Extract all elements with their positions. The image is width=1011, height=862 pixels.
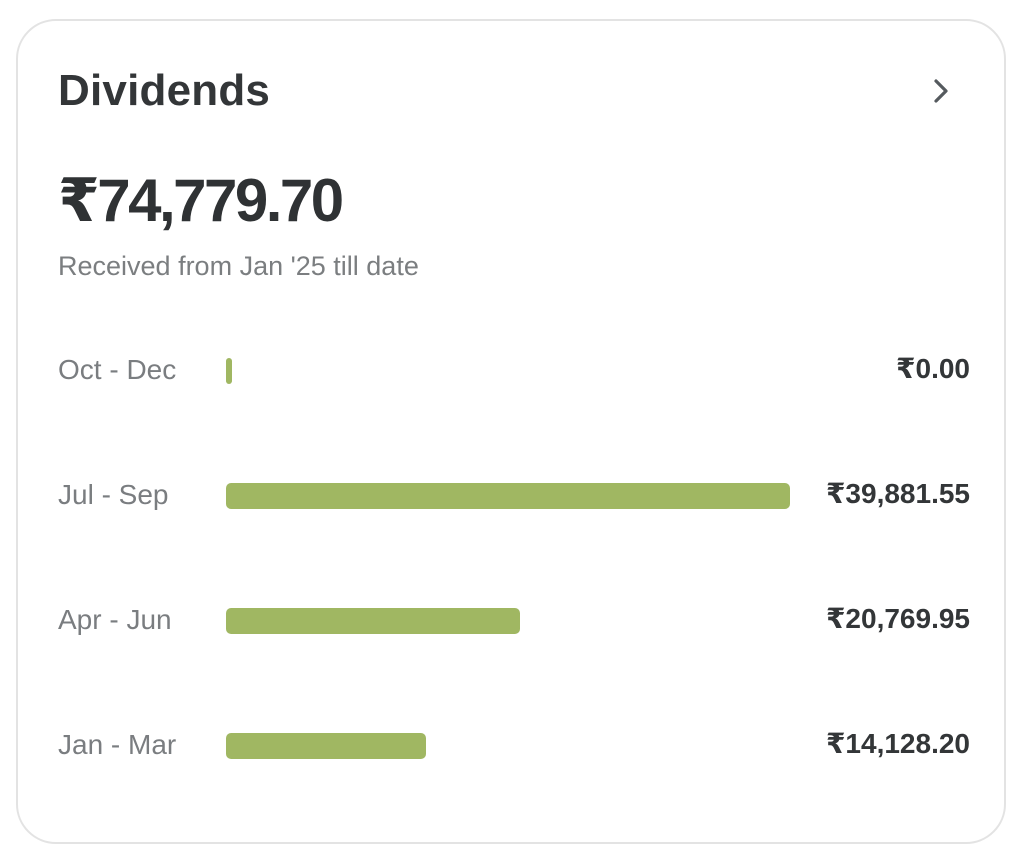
dividend-bar xyxy=(226,733,426,759)
dividend-bar xyxy=(226,608,520,634)
dividends-card[interactable]: Dividends ₹74,779.70 Received from Jan '… xyxy=(16,19,1006,844)
dividend-bar xyxy=(226,358,232,384)
total-dividend-amount: ₹74,779.70 xyxy=(58,167,344,234)
bar-track xyxy=(226,483,790,509)
chevron-right-icon[interactable] xyxy=(928,73,954,109)
bar-track xyxy=(226,733,790,759)
quarter-row-jan-mar: Jan - Mar ₹14,128.20 xyxy=(18,715,1008,775)
quarter-row-oct-dec: Oct - Dec ₹0.00 xyxy=(18,340,1008,400)
bar-track xyxy=(226,358,790,384)
quarter-label: Oct - Dec xyxy=(58,354,177,385)
quarter-row-apr-jun: Apr - Jun ₹20,769.95 xyxy=(18,590,1008,650)
quarter-label: Jul - Sep xyxy=(58,479,169,510)
quarter-label: Apr - Jun xyxy=(58,604,172,635)
quarter-value: ₹20,769.95 xyxy=(825,603,970,634)
quarter-label: Jan - Mar xyxy=(58,729,177,760)
quarter-value: ₹14,128.20 xyxy=(825,728,970,759)
dividend-bar xyxy=(226,483,790,509)
dividend-period-caption: Received from Jan '25 till date xyxy=(58,251,419,281)
bar-track xyxy=(226,608,790,634)
quarter-row-jul-sep: Jul - Sep ₹39,881.55 xyxy=(18,465,1008,525)
quarter-value: ₹39,881.55 xyxy=(825,478,970,509)
quarter-value: ₹0.00 xyxy=(896,353,970,384)
card-title: Dividends xyxy=(58,66,271,115)
